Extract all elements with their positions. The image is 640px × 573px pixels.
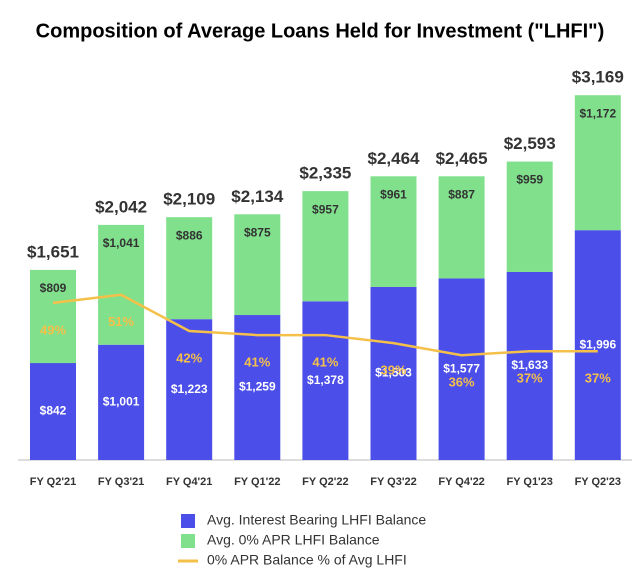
x-tick-label: FY Q4'21 bbox=[166, 476, 212, 488]
value-label: $1,378 bbox=[307, 373, 344, 387]
bar-segment bbox=[166, 217, 213, 320]
total-label: $2,593 bbox=[504, 134, 556, 153]
x-tick-label: FY Q3'22 bbox=[370, 476, 416, 488]
total-label: $2,465 bbox=[436, 149, 488, 168]
bar-segment bbox=[438, 176, 485, 279]
x-tick-label: FY Q2'21 bbox=[30, 476, 76, 488]
bar-segment bbox=[234, 214, 281, 316]
bar-segment bbox=[98, 344, 145, 460]
legend-label: Avg. Interest Bearing LHFI Balance bbox=[207, 512, 426, 528]
value-label: 41% bbox=[244, 355, 270, 370]
value-label: $1,172 bbox=[579, 106, 616, 120]
x-tick-label: FY Q1'23 bbox=[506, 476, 552, 488]
x-tick-label: FY Q4'22 bbox=[438, 476, 484, 488]
bar-segment bbox=[370, 286, 417, 460]
legend-label: Avg. 0% APR LHFI Balance bbox=[207, 532, 380, 548]
bar-segment bbox=[438, 278, 485, 460]
value-label: $1,223 bbox=[171, 382, 208, 396]
value-label: 41% bbox=[312, 355, 338, 370]
bar-segment bbox=[506, 161, 553, 272]
bar-segment bbox=[302, 301, 349, 460]
value-label: 51% bbox=[108, 314, 134, 329]
value-label: $957 bbox=[312, 202, 339, 216]
value-label: $1,633 bbox=[511, 358, 548, 372]
legend-swatch bbox=[181, 514, 195, 528]
value-label: $959 bbox=[516, 173, 543, 187]
bar-segment bbox=[234, 315, 281, 460]
value-label: $875 bbox=[244, 225, 271, 239]
value-label: 36% bbox=[449, 375, 475, 390]
total-label: $2,335 bbox=[299, 164, 351, 183]
value-label: $1,503 bbox=[375, 366, 412, 380]
value-label: 39% bbox=[380, 363, 406, 378]
x-tick-label: FY Q2'23 bbox=[575, 476, 621, 488]
value-label: $1,996 bbox=[579, 337, 616, 351]
value-label: $886 bbox=[176, 228, 203, 242]
total-label: $2,042 bbox=[95, 197, 147, 216]
total-label: $3,169 bbox=[572, 68, 624, 87]
total-label: $2,134 bbox=[231, 187, 284, 206]
x-tick-label: FY Q3'21 bbox=[98, 476, 144, 488]
bar-segment bbox=[166, 319, 213, 460]
total-label: $2,109 bbox=[163, 190, 215, 209]
bar-segment bbox=[302, 191, 349, 302]
bar-segment bbox=[30, 269, 76, 364]
legend-label: 0% APR Balance % of Avg LHFI bbox=[207, 552, 407, 568]
value-label: $887 bbox=[448, 187, 475, 201]
x-tick-label: FY Q1'22 bbox=[234, 476, 280, 488]
bar-segment bbox=[574, 230, 621, 460]
value-label: $1,259 bbox=[239, 380, 276, 394]
total-label: $1,651 bbox=[27, 242, 79, 261]
bar-segment bbox=[98, 224, 145, 345]
bar-segment bbox=[30, 363, 76, 460]
bar-segment bbox=[370, 176, 417, 287]
value-label: $961 bbox=[380, 187, 407, 201]
value-label: $1,001 bbox=[103, 395, 140, 409]
total-label: $2,464 bbox=[368, 149, 421, 168]
x-tick-label: FY Q2'22 bbox=[302, 476, 348, 488]
value-label: 49% bbox=[40, 322, 66, 337]
value-label: $809 bbox=[40, 281, 67, 295]
bar-segment bbox=[574, 95, 621, 231]
value-label: $1,041 bbox=[103, 236, 140, 250]
value-label: 37% bbox=[585, 371, 611, 386]
value-label: 37% bbox=[517, 371, 543, 386]
chart-title: Composition of Average Loans Held for In… bbox=[36, 20, 605, 42]
value-label: $842 bbox=[40, 404, 67, 418]
line-series bbox=[52, 293, 598, 357]
value-label: $1,577 bbox=[443, 361, 480, 375]
bar-segment bbox=[506, 271, 553, 460]
value-label: 42% bbox=[176, 350, 202, 365]
legend-swatch bbox=[181, 534, 195, 548]
